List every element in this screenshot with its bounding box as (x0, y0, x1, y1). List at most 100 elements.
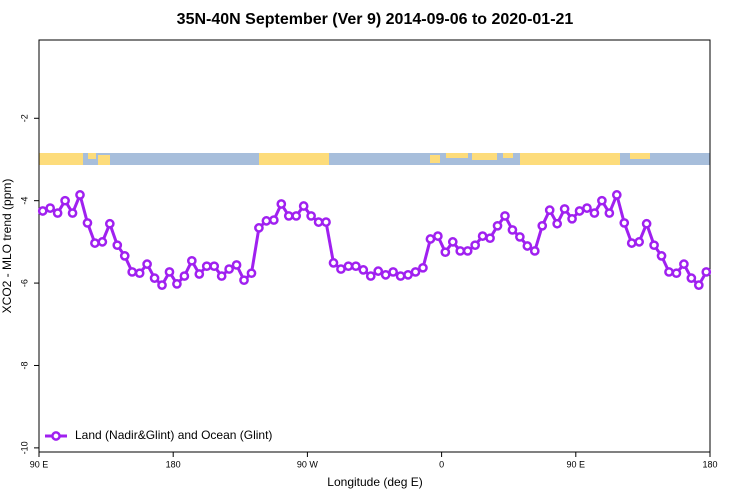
data-point (127, 267, 138, 277)
data-point (418, 262, 428, 273)
data-point (582, 203, 592, 213)
x-tick-label: 180 (702, 459, 717, 469)
data-point (358, 265, 369, 275)
x-tick-label: 0 (439, 459, 444, 469)
data-point (231, 260, 242, 270)
x-axis-title: Longitude (deg E) (327, 475, 422, 489)
data-point (634, 237, 645, 247)
legend-label: Land (Nadir&Glint) and Ocean (Glint) (75, 428, 272, 442)
data-point (164, 267, 175, 277)
data-point (343, 261, 354, 272)
data-point (492, 220, 503, 231)
data-point (186, 255, 197, 266)
data-point (701, 267, 712, 277)
data-point (440, 247, 451, 258)
data-point (313, 217, 324, 227)
data-point (224, 264, 234, 274)
data-point (112, 240, 123, 251)
data-point (529, 246, 540, 256)
data-point (403, 269, 413, 280)
data-point (37, 206, 48, 216)
data-point (522, 241, 533, 251)
data-point (686, 273, 697, 283)
data-point (373, 266, 384, 276)
data-point (500, 211, 510, 221)
data-point (485, 233, 495, 244)
x-tick-label: 180 (166, 459, 181, 469)
data-point (641, 218, 652, 229)
data-point (507, 225, 518, 235)
data-point (246, 268, 257, 279)
data-point (537, 220, 548, 231)
y-axis-title: XCO2 - MLO trend (ppm) (0, 179, 14, 314)
data-point (410, 267, 421, 277)
data-point (60, 195, 70, 206)
data-point (261, 216, 272, 226)
data-point (470, 240, 480, 251)
data-point (209, 261, 220, 272)
data-point (515, 232, 525, 242)
data-point (395, 271, 406, 281)
data-point (619, 218, 630, 228)
data-point (559, 204, 570, 214)
data-point (172, 279, 182, 289)
data-point (149, 273, 160, 283)
data-point (351, 261, 361, 272)
data-point (425, 234, 436, 244)
data-point (611, 190, 622, 200)
data-point (567, 213, 577, 224)
x-tick-label: 90 W (297, 459, 319, 469)
data-point (157, 280, 167, 290)
data-point (477, 231, 488, 241)
data-point (119, 251, 130, 261)
y-tick-label: -4 (19, 197, 29, 205)
x-tick-label: 90 E (30, 459, 49, 469)
data-point (433, 231, 443, 241)
data-point (380, 269, 391, 280)
data-point (328, 258, 339, 268)
data-point (269, 215, 279, 225)
legend-marker (51, 431, 61, 441)
data-point (321, 217, 331, 227)
data-point (276, 199, 287, 209)
data-point (306, 211, 316, 221)
data-point (179, 271, 190, 281)
data-point (626, 238, 637, 248)
data-point (45, 203, 56, 213)
data-point (216, 271, 227, 281)
data-point (664, 267, 674, 277)
y-tick-label: -6 (19, 279, 29, 287)
data-point (336, 264, 346, 274)
data-point (656, 251, 667, 261)
land-ocean-strip (39, 153, 710, 165)
data-point (52, 208, 63, 218)
data-point (67, 208, 78, 218)
data-point (671, 268, 682, 279)
data-point (388, 267, 398, 277)
data-point (90, 238, 100, 248)
data-point (574, 206, 585, 216)
data-point (597, 195, 607, 206)
y-tick-label: -10 (19, 441, 29, 454)
data-point (604, 208, 615, 218)
data-point (104, 218, 115, 229)
data-point (254, 223, 264, 233)
data-point (142, 259, 152, 269)
data-point (298, 201, 309, 211)
data-point (239, 275, 249, 286)
data-point (75, 190, 85, 200)
x-tick-label: 90 E (567, 459, 586, 469)
data-point (82, 218, 93, 228)
data-point (291, 211, 302, 221)
data-point (365, 271, 376, 281)
data-point (201, 261, 212, 272)
data-point (679, 259, 689, 269)
chart-title: 35N-40N September (Ver 9) 2014-09-06 to … (177, 11, 574, 28)
data-point (455, 246, 466, 256)
data-point (97, 237, 108, 247)
data-point (552, 218, 563, 229)
data-point (649, 240, 659, 251)
y-tick-label: -2 (19, 114, 29, 122)
data-point (462, 246, 473, 256)
